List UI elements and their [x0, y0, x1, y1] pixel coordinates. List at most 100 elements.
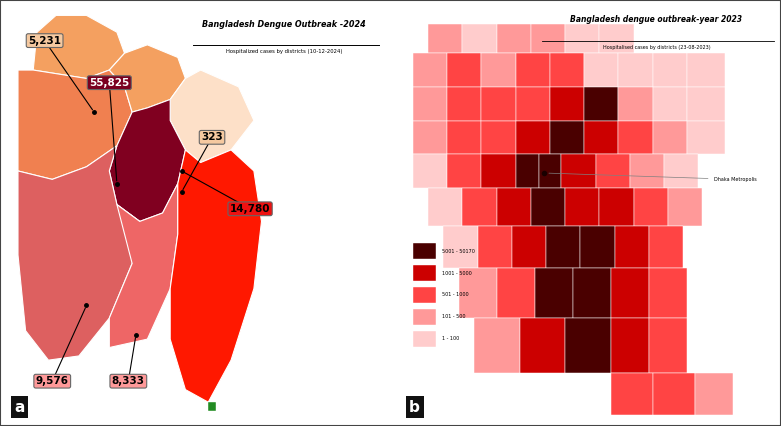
Bar: [462, 188, 497, 226]
Bar: [550, 53, 584, 87]
Bar: [572, 268, 611, 318]
Polygon shape: [18, 146, 140, 360]
Text: Hospitalised cases by districts (23-08-2023): Hospitalised cases by districts (23-08-2…: [603, 45, 710, 50]
Bar: [694, 373, 733, 415]
Bar: [481, 87, 515, 121]
Text: 101 - 500: 101 - 500: [441, 314, 465, 320]
Bar: [481, 154, 515, 188]
Bar: [580, 226, 615, 268]
Bar: [512, 226, 546, 268]
Polygon shape: [34, 15, 124, 78]
Bar: [668, 188, 702, 226]
Bar: [653, 373, 694, 415]
Bar: [687, 121, 725, 154]
Bar: [515, 53, 550, 87]
Bar: [550, 121, 584, 154]
Bar: [664, 154, 698, 188]
Bar: [448, 121, 481, 154]
Bar: [596, 154, 629, 188]
Bar: [458, 268, 497, 318]
Bar: [535, 268, 572, 318]
Bar: [611, 268, 649, 318]
Polygon shape: [18, 70, 132, 179]
Bar: [497, 188, 531, 226]
Bar: [413, 309, 436, 325]
Bar: [565, 188, 599, 226]
Bar: [413, 87, 448, 121]
Bar: [619, 121, 653, 154]
Bar: [474, 318, 519, 373]
Bar: [565, 24, 599, 53]
Polygon shape: [109, 184, 178, 348]
Bar: [519, 318, 565, 373]
Bar: [653, 87, 687, 121]
Bar: [413, 331, 436, 347]
Bar: [611, 318, 649, 373]
Polygon shape: [170, 150, 262, 402]
Bar: [531, 188, 565, 226]
Bar: [413, 121, 448, 154]
Bar: [687, 53, 725, 87]
Bar: [497, 24, 531, 53]
Text: 323: 323: [201, 132, 223, 142]
Bar: [515, 154, 539, 188]
Bar: [531, 24, 565, 53]
Bar: [584, 53, 619, 87]
Bar: [653, 121, 687, 154]
Text: 5,231: 5,231: [28, 36, 61, 46]
Bar: [584, 87, 619, 121]
Polygon shape: [109, 100, 185, 222]
Bar: [413, 287, 436, 303]
Text: 5001 - 50170: 5001 - 50170: [441, 249, 474, 254]
Text: 9,576: 9,576: [36, 376, 69, 386]
Text: Bangladesh Dengue Outbreak -2024: Bangladesh Dengue Outbreak -2024: [202, 20, 366, 29]
Bar: [478, 226, 512, 268]
Bar: [550, 87, 584, 121]
Text: Bangladesh dengue outbreak-year 2023: Bangladesh dengue outbreak-year 2023: [570, 15, 743, 24]
Bar: [413, 243, 436, 259]
Bar: [599, 24, 633, 53]
Bar: [448, 154, 481, 188]
Bar: [565, 318, 611, 373]
Bar: [649, 226, 683, 268]
Bar: [584, 121, 619, 154]
Bar: [462, 24, 497, 53]
Polygon shape: [209, 402, 216, 411]
Text: b: b: [409, 400, 420, 415]
Text: 1 - 100: 1 - 100: [441, 336, 458, 341]
Bar: [619, 87, 653, 121]
Bar: [448, 53, 481, 87]
Bar: [633, 188, 668, 226]
Text: Dhaka Metropolis: Dhaka Metropolis: [549, 173, 756, 182]
Bar: [428, 188, 462, 226]
Bar: [413, 53, 448, 87]
Bar: [611, 373, 653, 415]
Text: 8,333: 8,333: [112, 376, 144, 386]
Bar: [653, 53, 687, 87]
Bar: [615, 226, 649, 268]
Text: 55,825: 55,825: [89, 78, 130, 88]
Bar: [481, 121, 515, 154]
Bar: [448, 87, 481, 121]
Text: Hospitalized cases by districts (10-12-2024): Hospitalized cases by districts (10-12-2…: [226, 49, 343, 54]
Bar: [444, 226, 478, 268]
Bar: [539, 154, 562, 188]
Text: a: a: [14, 400, 24, 415]
Bar: [649, 318, 687, 373]
Bar: [629, 154, 664, 188]
Bar: [687, 87, 725, 121]
Bar: [515, 121, 550, 154]
Bar: [649, 268, 687, 318]
Text: 501 - 1000: 501 - 1000: [441, 293, 468, 297]
Bar: [413, 265, 436, 281]
Text: 1001 - 5000: 1001 - 5000: [441, 271, 471, 276]
Bar: [599, 188, 633, 226]
Bar: [515, 87, 550, 121]
Bar: [428, 24, 462, 53]
Polygon shape: [109, 45, 185, 112]
Text: 14,780: 14,780: [230, 204, 270, 214]
Bar: [546, 226, 580, 268]
Bar: [481, 53, 515, 87]
Polygon shape: [170, 70, 254, 163]
Bar: [562, 154, 596, 188]
